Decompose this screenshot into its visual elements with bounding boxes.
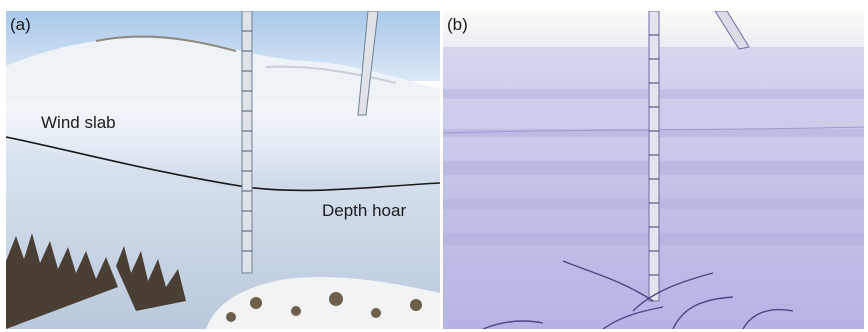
panel-label-b: (b) xyxy=(447,15,468,34)
panel-label-a: (a) xyxy=(10,15,31,34)
depth-hoar-label: Depth hoar xyxy=(322,201,407,220)
photo-panel-b: (b) xyxy=(443,11,864,329)
snow-pit-photo-a xyxy=(6,11,440,329)
photo-panel-a: (a) Wind slab Depth hoar xyxy=(6,11,440,329)
snow-pit-photo-b xyxy=(443,11,864,329)
wind-slab-label: Wind slab xyxy=(41,113,116,132)
